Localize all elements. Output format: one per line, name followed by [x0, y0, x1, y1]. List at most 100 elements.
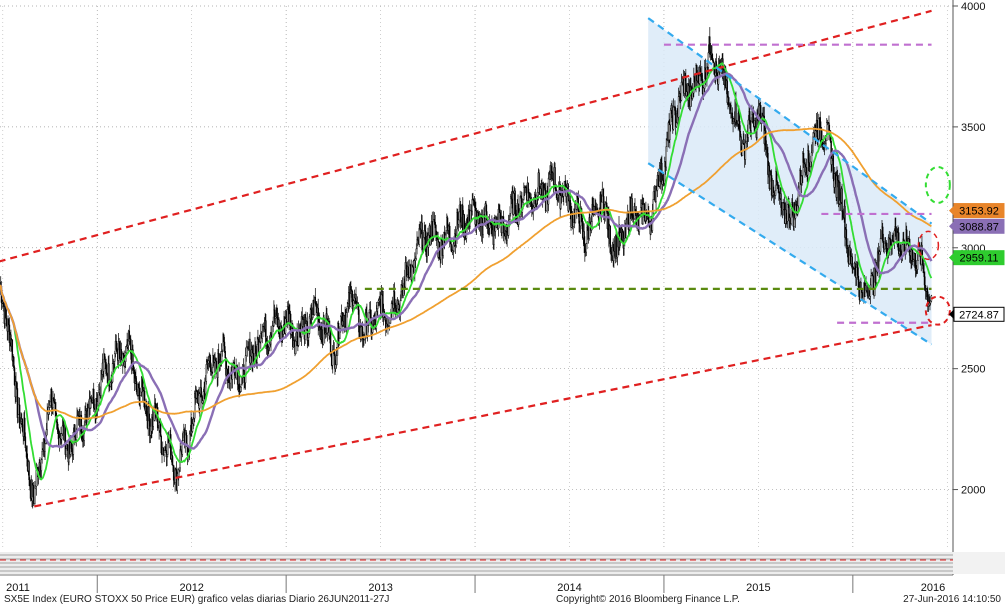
- candle-body: [810, 161, 812, 167]
- candle-body: [716, 72, 718, 76]
- candle-body: [262, 326, 264, 333]
- candle-body: [274, 316, 277, 319]
- candle-body: [738, 113, 740, 122]
- candle-body: [868, 296, 871, 299]
- candle-body: [364, 316, 367, 338]
- candle-body: [366, 325, 369, 336]
- candle-body: [774, 190, 776, 196]
- candle-body: [26, 445, 28, 459]
- candle-body: [50, 388, 53, 408]
- candle-body: [345, 312, 348, 329]
- candle-body: [884, 243, 886, 250]
- candle-body: [797, 205, 799, 215]
- candle-body: [813, 132, 815, 138]
- price-label-text: 3153.92: [959, 206, 999, 218]
- candle-body: [744, 142, 747, 160]
- candle-body: [39, 462, 41, 471]
- candle-body: [730, 104, 732, 115]
- candle-body: [118, 341, 120, 351]
- candle-body: [844, 205, 846, 238]
- moving-average-line: [0, 72, 933, 450]
- candle-body: [661, 163, 663, 185]
- candle-body: [578, 211, 580, 224]
- candle-body: [8, 319, 10, 326]
- candle-body: [178, 467, 181, 471]
- candle-body: [657, 174, 659, 187]
- candle-body: [701, 79, 704, 95]
- candle-body: [334, 364, 337, 369]
- candle-body: [240, 384, 242, 388]
- candle-body: [41, 451, 43, 461]
- candle-body: [747, 119, 750, 138]
- candle-body: [223, 341, 226, 352]
- candle-body: [728, 97, 730, 106]
- candle-body: [707, 52, 710, 68]
- x-tick-label: 2013: [368, 582, 392, 594]
- candle-body: [786, 204, 789, 222]
- candle-body: [205, 364, 208, 382]
- candle-body: [45, 429, 48, 436]
- candle-body: [204, 381, 207, 394]
- x-tick-label: 2016: [921, 582, 945, 594]
- candle-body: [740, 136, 742, 153]
- candle-body: [32, 485, 35, 498]
- candle-body: [709, 36, 711, 53]
- candle-body: [294, 340, 297, 354]
- candle-body: [58, 437, 61, 447]
- candle-body: [701, 74, 703, 80]
- candle-body: [202, 391, 205, 401]
- candle-body: [202, 400, 204, 404]
- candle-body: [882, 226, 884, 242]
- candle-body: [115, 340, 117, 350]
- candle-body: [124, 361, 126, 367]
- candle-body: [339, 328, 341, 339]
- y-tick-label: 2500: [961, 364, 985, 376]
- candle-body: [815, 130, 817, 140]
- candle-body: [186, 435, 188, 447]
- candle-body: [105, 362, 107, 375]
- candle-body: [140, 391, 142, 396]
- candle-body: [307, 337, 309, 341]
- candle-body: [355, 294, 357, 304]
- candle-body: [148, 406, 150, 422]
- candle-body: [130, 338, 132, 354]
- candle-body: [431, 221, 433, 238]
- candle-body: [241, 377, 243, 385]
- panel-axis: [953, 552, 1005, 574]
- candle-body: [785, 209, 787, 219]
- candle-body: [146, 406, 148, 417]
- candle-body: [35, 470, 38, 487]
- circle-red-small: [917, 230, 940, 261]
- price-labels: 3153.92 3088.87 2959.11 2724.87: [949, 203, 1005, 322]
- candle-body: [249, 338, 251, 364]
- candle-body: [776, 181, 779, 186]
- candle-body: [135, 378, 137, 382]
- candle-body: [261, 332, 263, 339]
- candle-body: [871, 273, 874, 276]
- candle-body: [424, 230, 426, 232]
- candle-body: [377, 302, 379, 309]
- candle-body: [765, 130, 767, 150]
- candle-body: [638, 215, 641, 232]
- candle-body: [390, 302, 393, 313]
- candle-body: [836, 175, 839, 181]
- candle-body: [751, 113, 753, 122]
- moving-averages: [0, 62, 933, 481]
- candle-body: [160, 435, 162, 454]
- candle-body: [337, 322, 340, 345]
- x-axis: 2011 2012 2013 2014 2015 2016: [0, 574, 953, 594]
- candle-body: [353, 297, 356, 302]
- candle-body: [194, 393, 196, 419]
- candle-body: [174, 469, 176, 483]
- candle-body: [489, 222, 492, 224]
- candle-body: [56, 422, 59, 428]
- candle-body: [388, 322, 391, 326]
- candle-body: [415, 248, 417, 259]
- trend-line: [34, 324, 932, 508]
- candle-body: [5, 318, 8, 326]
- candle-body: [795, 204, 797, 207]
- candle-body: [711, 52, 713, 59]
- candle-body: [163, 450, 165, 456]
- candle-body: [442, 246, 444, 256]
